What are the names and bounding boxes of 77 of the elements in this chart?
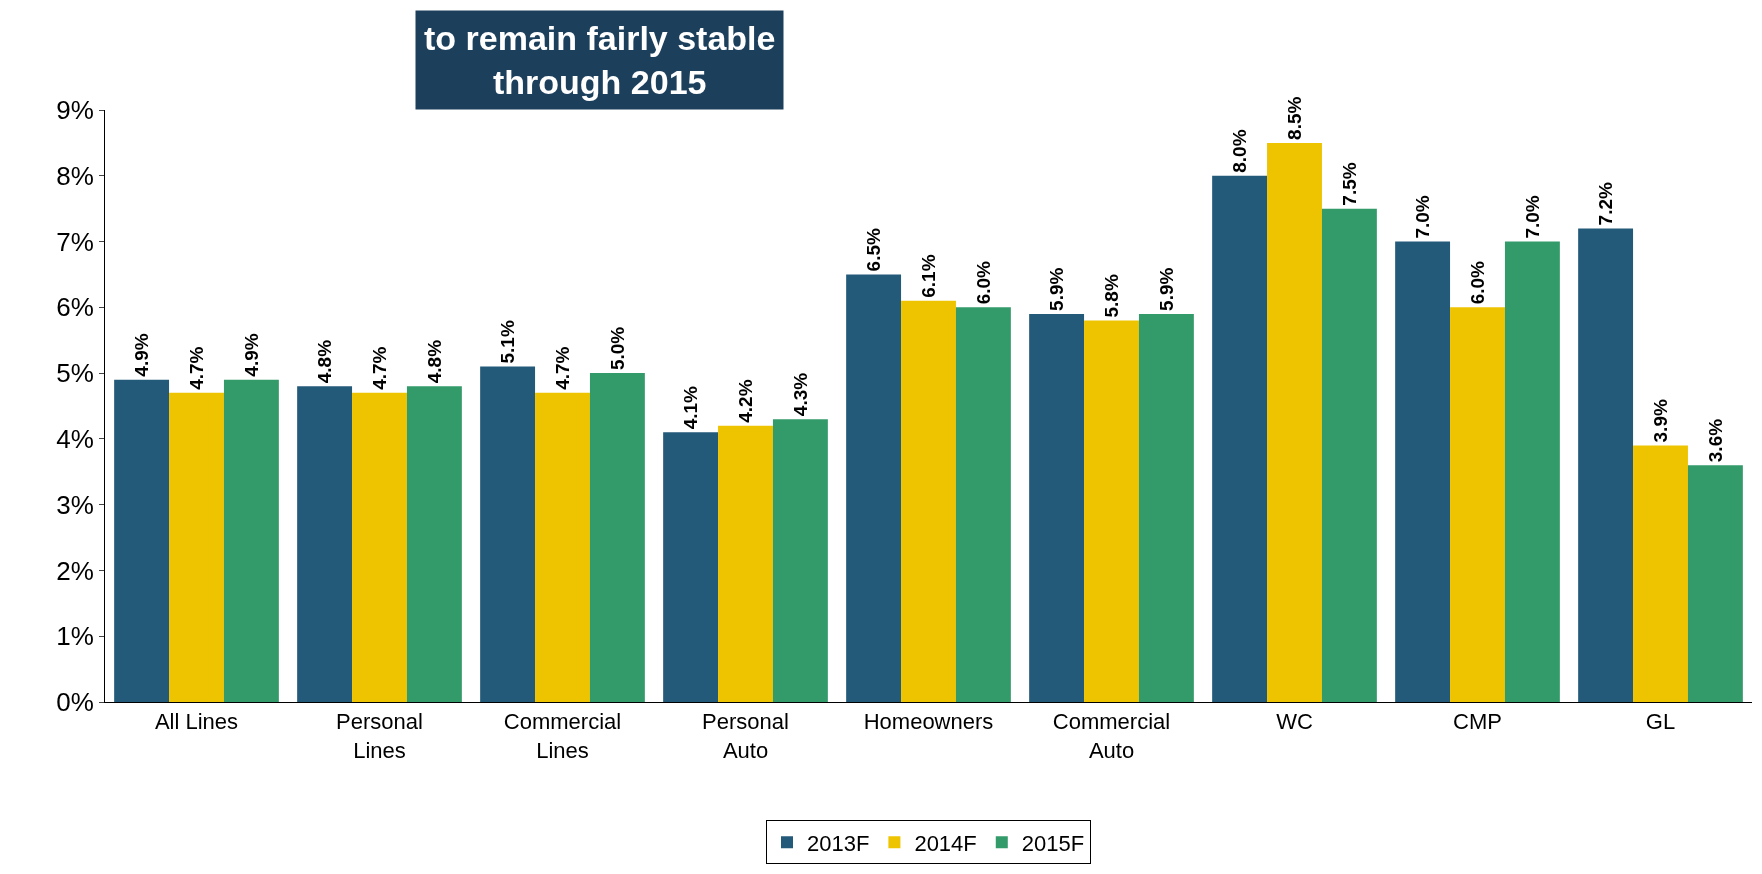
x-tick-label: Commercial Lines — [503, 709, 622, 763]
y-tick-label: 3% — [56, 489, 94, 520]
data-label: 6.5% — [863, 228, 885, 272]
bar — [1321, 208, 1377, 702]
bar — [1687, 465, 1743, 702]
bar — [352, 392, 407, 702]
bar — [901, 300, 956, 702]
y-tick-label: 4% — [56, 423, 94, 454]
bar — [535, 392, 590, 702]
bar — [1138, 313, 1194, 702]
data-label: 7.2% — [1595, 181, 1617, 226]
x-tick-label: All Lines — [154, 709, 239, 735]
bar — [1578, 228, 1634, 702]
x-tick-label: GL — [1645, 709, 1676, 735]
data-label: 4.7% — [552, 346, 573, 390]
x-tick-label: Commercial Auto — [1052, 709, 1171, 763]
data-label: 5.9% — [1046, 267, 1068, 311]
data-label: 3.9% — [1650, 399, 1671, 443]
y-tick-label: 6% — [56, 292, 94, 323]
data-label: 5.8% — [1101, 274, 1122, 318]
x-tick-label: WC — [1276, 709, 1313, 735]
bar — [846, 274, 902, 702]
bar — [1267, 142, 1322, 702]
data-label: 4.2% — [735, 379, 756, 423]
bar — [1450, 307, 1505, 702]
bar — [114, 379, 170, 702]
data-label: 6.0% — [972, 260, 994, 305]
bar — [772, 419, 828, 702]
legend-label: 2015F — [1021, 830, 1085, 856]
data-label: 5.1% — [497, 320, 519, 364]
y-tick-label: 5% — [56, 358, 94, 389]
bar — [589, 373, 645, 702]
x-tick-label: Personal Auto — [702, 709, 789, 763]
bar — [718, 425, 773, 702]
legend-label: 2013F — [807, 830, 870, 856]
data-label: 4.9% — [131, 333, 153, 377]
bar — [955, 307, 1011, 702]
bar — [223, 379, 279, 702]
bar — [480, 366, 536, 702]
data-label: 8.0% — [1229, 129, 1251, 173]
bar — [406, 386, 462, 702]
y-tick-label: 0% — [56, 687, 94, 718]
data-label: 6.1% — [918, 254, 939, 298]
y-tick-label: 7% — [56, 226, 94, 257]
y-tick-label: 2% — [56, 555, 94, 586]
data-label: 4.7% — [186, 346, 207, 390]
bar — [297, 386, 353, 702]
data-label: 5.0% — [606, 326, 628, 371]
data-label: 6.0% — [1467, 260, 1488, 305]
legend-label: 2014F — [914, 830, 977, 856]
x-tick-label: Homeowners — [863, 709, 994, 735]
data-label: 4.7% — [369, 346, 390, 390]
data-label: 5.9% — [1155, 267, 1177, 311]
bar — [169, 392, 224, 702]
y-tick-label: 9% — [56, 95, 94, 126]
data-label: 4.3% — [789, 372, 811, 417]
data-label: 4.8% — [314, 339, 336, 384]
data-label: 3.6% — [1704, 418, 1726, 463]
x-tick-label: Personal Lines — [336, 709, 423, 763]
x-tick-label: CMP — [1453, 709, 1502, 735]
data-label: 7.0% — [1521, 195, 1543, 239]
bar — [1084, 320, 1139, 702]
bar — [1504, 241, 1560, 702]
data-label: 7.0% — [1412, 195, 1434, 239]
bar — [1029, 313, 1085, 702]
data-label: 4.1% — [680, 385, 702, 430]
data-label: 4.9% — [240, 333, 262, 377]
data-label: 7.5% — [1338, 162, 1360, 206]
data-label: 4.8% — [423, 339, 445, 384]
y-tick-label: 8% — [56, 160, 94, 191]
bar — [1212, 175, 1268, 702]
bar — [1395, 241, 1451, 702]
bar — [1633, 445, 1688, 702]
bar — [663, 432, 719, 702]
chart-title: to remain fairly stable through 2015 — [424, 19, 776, 102]
y-tick-label: 1% — [56, 621, 94, 652]
data-label: 8.5% — [1284, 96, 1305, 140]
